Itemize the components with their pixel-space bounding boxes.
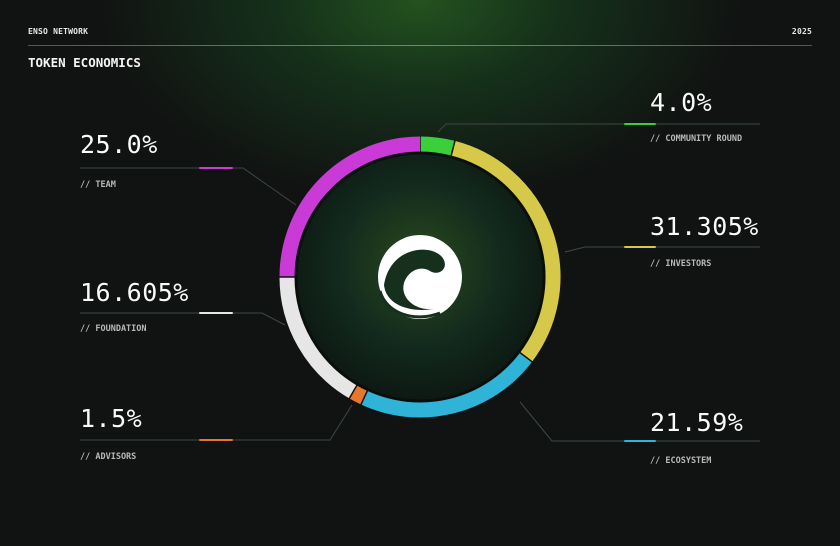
value-investors: 31.305% — [650, 212, 759, 241]
connector-community-round — [437, 123, 760, 133]
slice-team — [279, 136, 421, 278]
slice-separator — [450, 140, 456, 157]
enso-logo-icon — [378, 235, 462, 319]
label-advisors: // ADVISORS — [80, 452, 137, 462]
slice-investors — [451, 140, 561, 362]
slice-foundation — [279, 276, 357, 399]
connector-team — [80, 167, 297, 206]
label-investors: // INVESTORS — [650, 259, 712, 269]
slice-separator — [348, 384, 358, 400]
header-divider — [28, 45, 812, 46]
value-community-round: 4.0% — [650, 88, 713, 117]
connector-investors — [564, 246, 760, 253]
value-team: 25.0% — [80, 130, 158, 159]
connector-foundation — [80, 312, 286, 326]
slice-community-round — [419, 136, 455, 156]
label-team: // TEAM — [80, 180, 116, 190]
label-foundation: // FOUNDATION — [80, 324, 147, 334]
slice-ecosystem — [361, 352, 533, 418]
label-ecosystem: // ECOSYSTEM — [650, 456, 712, 466]
connector-advisors — [80, 404, 353, 441]
value-ecosystem: 21.59% — [650, 408, 744, 437]
page-title: TOKEN ECONOMICS — [28, 55, 141, 70]
slice-advisors — [349, 385, 368, 405]
label-community-round: // COMMUNITY ROUND — [650, 134, 743, 144]
value-advisors: 1.5% — [80, 404, 143, 433]
brand-label: ENSO NETWORK — [28, 27, 89, 36]
connector-ecosystem — [519, 401, 760, 442]
slice-separator — [519, 351, 533, 363]
year-label: 2025 — [791, 27, 812, 36]
value-foundation: 16.605% — [80, 278, 189, 307]
slice-separator — [360, 390, 369, 406]
